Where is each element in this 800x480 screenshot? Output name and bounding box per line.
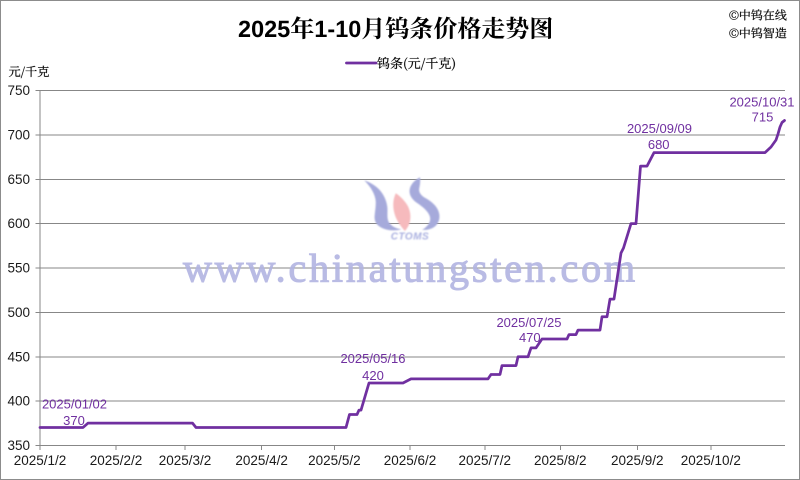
svg-text:750: 750: [7, 83, 30, 98]
svg-text:650: 650: [7, 172, 30, 187]
svg-text:400: 400: [7, 394, 30, 409]
svg-text:2025/5/2: 2025/5/2: [308, 453, 361, 468]
svg-text:470: 470: [519, 330, 541, 345]
svg-text:350: 350: [7, 438, 30, 453]
svg-text:2025/4/2: 2025/4/2: [235, 453, 288, 468]
svg-text:2025/8/2: 2025/8/2: [534, 453, 587, 468]
svg-text:2025/07/25: 2025/07/25: [496, 315, 561, 330]
svg-text:680: 680: [648, 137, 670, 152]
svg-text:2025/01/02: 2025/01/02: [42, 397, 107, 412]
svg-text:CTOMS: CTOMS: [391, 232, 429, 243]
svg-text:2025/1/2: 2025/1/2: [14, 453, 67, 468]
svg-text:600: 600: [7, 216, 30, 231]
svg-text:500: 500: [7, 305, 30, 320]
svg-text:550: 550: [7, 261, 30, 276]
svg-text:2025/05/16: 2025/05/16: [340, 351, 405, 366]
svg-text:2025/3/2: 2025/3/2: [159, 453, 212, 468]
svg-text:2025/09/09: 2025/09/09: [627, 121, 692, 136]
svg-text:715: 715: [752, 110, 774, 125]
svg-text:2025/10/31: 2025/10/31: [729, 94, 794, 109]
svg-text:420: 420: [362, 368, 384, 383]
svg-text:2025/6/2: 2025/6/2: [384, 453, 437, 468]
svg-text:450: 450: [7, 349, 30, 364]
svg-text:2025/2/2: 2025/2/2: [90, 453, 143, 468]
svg-text:700: 700: [7, 127, 30, 142]
svg-text:2025/9/2: 2025/9/2: [611, 453, 664, 468]
svg-text:2025/10/2: 2025/10/2: [681, 453, 741, 468]
svg-text:2025/7/2: 2025/7/2: [459, 453, 512, 468]
svg-text:370: 370: [63, 413, 85, 428]
svg-text:www.chinatungsten.com: www.chinatungsten.com: [183, 246, 638, 291]
